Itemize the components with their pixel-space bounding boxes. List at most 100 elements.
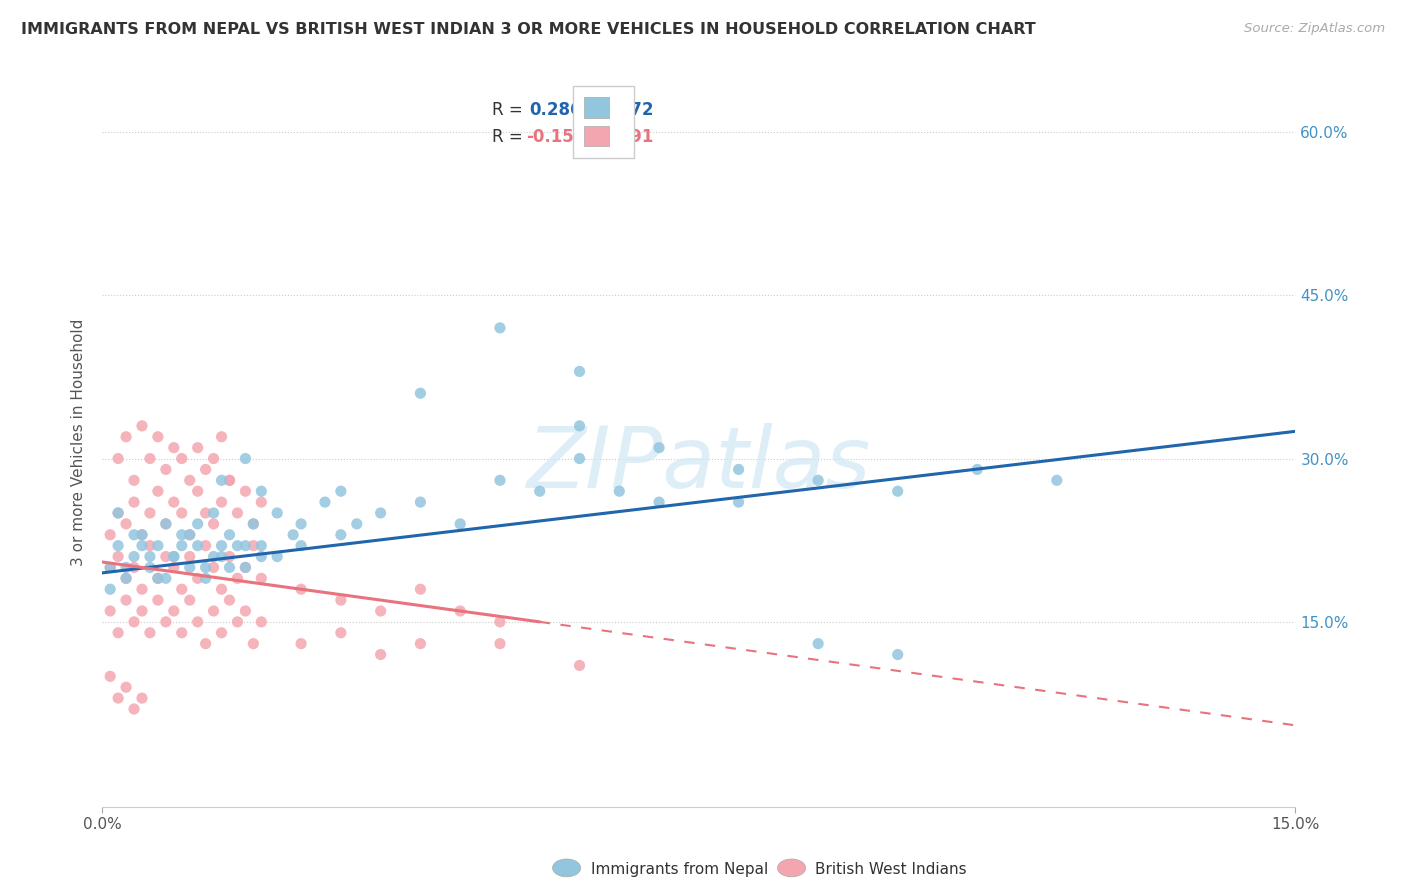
Point: [139, 506, 162, 520]
Point: [202, 604, 225, 618]
Point: [290, 516, 312, 531]
Point: [886, 648, 908, 662]
Point: [146, 571, 169, 585]
Point: [107, 625, 129, 640]
Text: Source: ZipAtlas.com: Source: ZipAtlas.com: [1244, 22, 1385, 36]
Point: [568, 451, 591, 466]
Point: [179, 593, 201, 607]
Point: [202, 560, 225, 574]
Point: [107, 549, 129, 564]
Point: [115, 680, 138, 694]
Point: [489, 637, 512, 651]
Point: [194, 637, 217, 651]
Point: [131, 539, 153, 553]
Point: [211, 495, 233, 509]
Point: [98, 582, 121, 597]
Point: [409, 386, 432, 401]
Point: [290, 582, 312, 597]
Point: [235, 484, 257, 499]
Point: [250, 539, 273, 553]
Point: [449, 516, 471, 531]
Point: [115, 571, 138, 585]
Point: [409, 582, 432, 597]
Point: [568, 364, 591, 378]
Point: [266, 549, 288, 564]
Point: [139, 539, 162, 553]
Point: [807, 473, 830, 487]
Point: [218, 473, 240, 487]
Point: [489, 615, 512, 629]
Point: [727, 495, 749, 509]
Point: [329, 528, 352, 542]
Point: [170, 625, 193, 640]
Text: British West Indians: British West Indians: [815, 863, 967, 877]
Point: [370, 506, 392, 520]
Point: [235, 539, 257, 553]
Point: [170, 528, 193, 542]
Text: ZIPatlas: ZIPatlas: [527, 423, 870, 506]
Point: [146, 571, 169, 585]
Point: [131, 528, 153, 542]
Point: [250, 484, 273, 499]
Point: [155, 549, 177, 564]
Point: [170, 539, 193, 553]
Point: [648, 441, 671, 455]
Point: [370, 604, 392, 618]
Point: [122, 473, 145, 487]
Point: [170, 582, 193, 597]
Point: [139, 560, 162, 574]
Point: [329, 593, 352, 607]
Point: [194, 462, 217, 476]
Point: [146, 484, 169, 499]
Point: [187, 615, 209, 629]
Point: [409, 637, 432, 651]
Point: [107, 451, 129, 466]
Point: [194, 539, 217, 553]
Point: [218, 560, 240, 574]
Point: [187, 441, 209, 455]
Point: [346, 516, 368, 531]
Point: [179, 560, 201, 574]
Point: [370, 648, 392, 662]
Point: [226, 571, 249, 585]
Point: [250, 615, 273, 629]
Point: [163, 549, 186, 564]
Point: [98, 528, 121, 542]
Point: [122, 560, 145, 574]
Point: [202, 516, 225, 531]
Point: [568, 125, 591, 139]
Text: R =: R =: [492, 128, 529, 146]
Point: [218, 549, 240, 564]
Point: [107, 691, 129, 706]
Point: [202, 506, 225, 520]
Point: [122, 549, 145, 564]
Point: [807, 637, 830, 651]
Point: [211, 430, 233, 444]
Point: [139, 625, 162, 640]
Point: [122, 702, 145, 716]
Point: [250, 549, 273, 564]
Point: [179, 528, 201, 542]
Point: [489, 473, 512, 487]
Point: [218, 593, 240, 607]
Point: [98, 604, 121, 618]
Legend: , : ,: [572, 86, 634, 158]
Point: [568, 658, 591, 673]
Point: [155, 516, 177, 531]
Point: [290, 637, 312, 651]
Text: N = 91: N = 91: [592, 128, 654, 146]
Point: [235, 560, 257, 574]
Text: R =: R =: [492, 102, 529, 120]
Point: [122, 528, 145, 542]
Point: [179, 473, 201, 487]
Point: [449, 604, 471, 618]
Point: [211, 625, 233, 640]
Point: [163, 604, 186, 618]
Point: [235, 560, 257, 574]
Text: Immigrants from Nepal: Immigrants from Nepal: [591, 863, 768, 877]
Point: [250, 571, 273, 585]
Point: [281, 528, 304, 542]
Point: [409, 495, 432, 509]
Point: [187, 484, 209, 499]
Text: -0.150: -0.150: [526, 128, 585, 146]
